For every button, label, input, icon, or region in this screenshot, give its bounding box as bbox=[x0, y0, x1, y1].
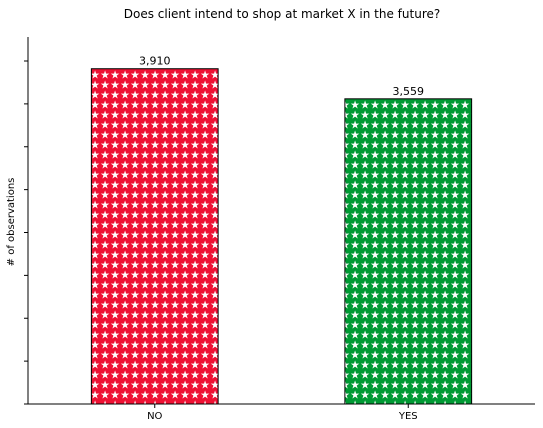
bar-hatch-no bbox=[90, 68, 219, 405]
value-label-yes: 3,559 bbox=[393, 85, 425, 98]
bar-hatch-yes bbox=[344, 98, 473, 405]
value-label-no: 3,910 bbox=[139, 55, 171, 68]
y-axis-label: # of observations bbox=[6, 178, 17, 267]
x-tick-label-yes: YES bbox=[398, 411, 418, 422]
x-tick-label-no: NO bbox=[147, 411, 162, 422]
chart-title: Does client intend to shop at market X i… bbox=[124, 7, 441, 21]
